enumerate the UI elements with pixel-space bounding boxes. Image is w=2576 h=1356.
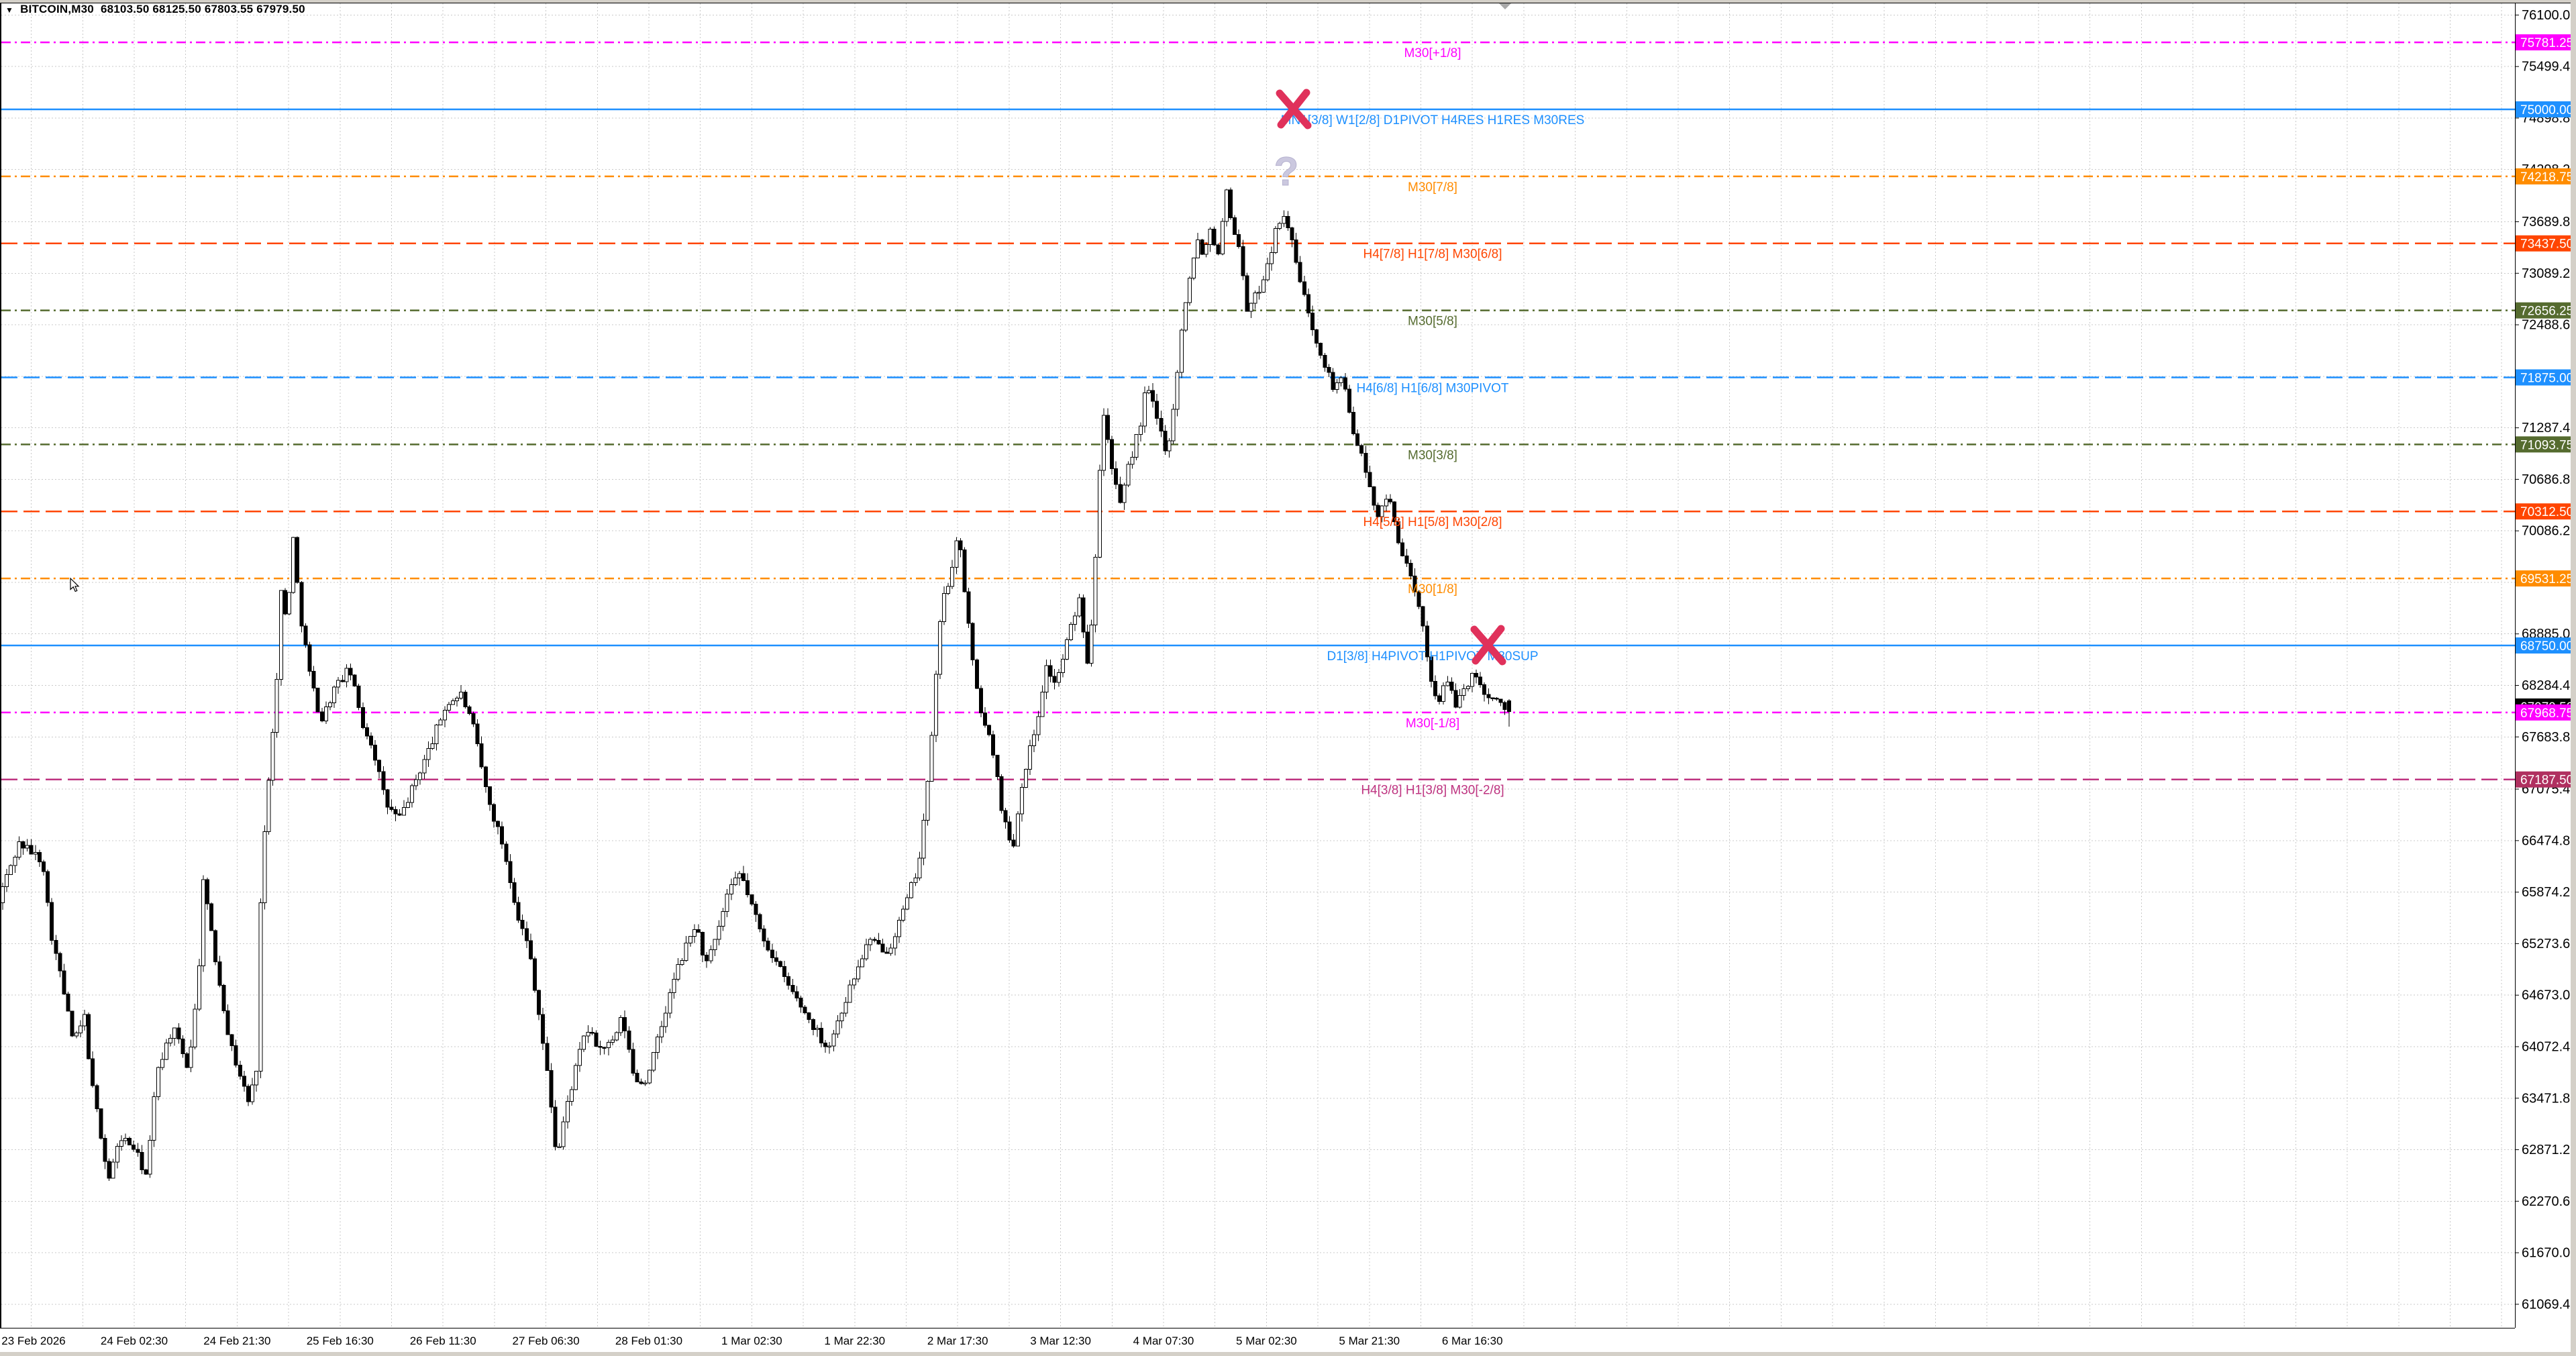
date-tick-label: 6 Mar 16:30 <box>1442 1335 1503 1347</box>
date-tick-label: 26 Feb 11:30 <box>410 1335 476 1347</box>
price-tick-label: 66474.80 <box>2522 833 2576 848</box>
svg-text:68750.00: 68750.00 <box>2520 639 2573 654</box>
price-tick-label: 73089.20 <box>2522 266 2576 281</box>
svg-text:71875.00: 71875.00 <box>2520 371 2573 385</box>
level-line-label: M30[7/8] <box>1408 180 1457 195</box>
date-tick-label: 2 Mar 17:30 <box>927 1335 988 1347</box>
svg-text:74218.75: 74218.75 <box>2520 170 2573 185</box>
level-line-label: MN1[3/8] W1[2/8] D1PIVOT H4RES H1RES M30… <box>1281 113 1585 127</box>
level-axis-label <box>2516 101 2571 117</box>
price-tick-label: 76100.00 <box>2522 8 2576 23</box>
price-tick-label: 64673.00 <box>2522 988 2576 1003</box>
price-tick-label: 65874.20 <box>2522 885 2576 900</box>
price-tick-label: 68284.40 <box>2522 678 2576 693</box>
price-tick-label: 62871.20 <box>2522 1143 2576 1157</box>
svg-text:72656.25: 72656.25 <box>2520 305 2573 319</box>
price-tick-label: 62270.60 <box>2522 1194 2576 1209</box>
svg-text:70312.50: 70312.50 <box>2520 505 2573 519</box>
level-axis-label <box>2516 570 2571 587</box>
price-tick-label: 71287.40 <box>2522 421 2576 435</box>
level-line-label: H4[7/8] H1[7/8] M30[6/8] <box>1363 248 1502 262</box>
annotations[interactable]: ? <box>70 3 1511 666</box>
level-line-label: H4[5/8] H1[5/8] M30[2/8] <box>1363 515 1502 529</box>
ohlc-values: 68103.50 68125.50 67803.55 67979.50 <box>100 3 305 15</box>
date-tick-label: 1 Mar 22:30 <box>824 1335 885 1347</box>
level-line-label: M30[-1/8] <box>1406 717 1459 731</box>
date-tick-label: 28 Feb 01:30 <box>615 1335 682 1347</box>
price-axis: 76100.0075499.4074898.8074298.2073689.80… <box>2515 8 2576 1312</box>
svg-text:71093.75: 71093.75 <box>2520 438 2573 452</box>
level-line-label: H4[3/8] H1[3/8] M30[-2/8] <box>1361 784 1504 798</box>
price-tick-label: 64072.40 <box>2522 1039 2576 1054</box>
level-line-label: H4[6/8] H1[6/8] M30PIVOT <box>1356 381 1508 395</box>
svg-text:67187.50: 67187.50 <box>2520 774 2573 788</box>
date-tick-label: 24 Feb 21:30 <box>203 1335 270 1347</box>
price-tick-label: 65273.60 <box>2522 937 2576 951</box>
price-tick-label: 61069.40 <box>2522 1297 2576 1312</box>
level-axis-label <box>2516 637 2571 654</box>
grid <box>1 3 2515 1328</box>
level-axis-label <box>2516 34 2571 51</box>
date-axis: 23 Feb 2026 24 Feb 02:30 24 Feb 21:30 25 Fe… <box>1 1335 1502 1347</box>
level-axis-label <box>2516 168 2571 185</box>
date-tick-label: 5 Mar 21:30 <box>1339 1335 1400 1347</box>
date-tick-label: 3 Mar 12:30 <box>1030 1335 1091 1347</box>
svg-text:67968.75: 67968.75 <box>2520 707 2573 721</box>
price-tick-label: 75499.40 <box>2522 60 2576 74</box>
question-mark-annotation[interactable]: ? <box>1274 149 1299 195</box>
svg-text:69531.25: 69531.25 <box>2520 572 2573 586</box>
level-labels: M30[+1/8] MN1[3/8] W1[2/8] D1PIVOT H4RES … <box>1281 46 1585 798</box>
price-tick-label: 70086.20 <box>2522 524 2576 539</box>
x-mark-annotation[interactable] <box>1276 89 1312 129</box>
date-tick-label: 4 Mar 07:30 <box>1133 1335 1194 1347</box>
date-tick-label: 25 Feb 16:30 <box>307 1335 374 1347</box>
svg-text:73437.50: 73437.50 <box>2520 238 2573 252</box>
level-axis-label <box>2516 771 2571 788</box>
price-tick-label: 73689.80 <box>2522 215 2576 229</box>
level-axis-label <box>2516 369 2571 386</box>
level-line-label: M30[5/8] <box>1408 315 1457 329</box>
candlestick-series <box>1 187 1511 1182</box>
level-line-label: M30[3/8] <box>1408 448 1457 462</box>
level-axis-label <box>2516 302 2571 319</box>
chevron-down-icon: ▼ <box>5 5 14 15</box>
level-axis-label <box>2516 235 2571 252</box>
price-tick-label: 72488.60 <box>2522 318 2576 333</box>
mouse-cursor-icon <box>70 577 80 592</box>
date-tick-label: 1 Mar 02:30 <box>721 1335 782 1347</box>
level-line-label: M30[1/8] <box>1408 582 1457 596</box>
date-tick-label: 23 Feb 2026 <box>1 1335 65 1347</box>
price-tick-label: 67683.80 <box>2522 730 2576 745</box>
date-tick-label: 5 Mar 02:30 <box>1236 1335 1297 1347</box>
chart-quote-line: ▼ BITCOIN,M30 68103.50 68125.50 67803.55… <box>5 3 305 16</box>
level-axis-label <box>2516 704 2571 721</box>
price-tick-label: 70686.80 <box>2522 472 2576 487</box>
level-line-label: M30[+1/8] <box>1404 46 1461 60</box>
price-tick-label: 63471.80 <box>2522 1091 2576 1106</box>
price-tick-label: 61670.00 <box>2522 1246 2576 1261</box>
chart-shift-marker-icon[interactable] <box>1499 3 1511 9</box>
date-tick-label: 27 Feb 06:30 <box>512 1335 579 1347</box>
level-lines[interactable] <box>1 41 2515 780</box>
level-axis-label <box>2516 503 2571 520</box>
level-axis-label <box>2516 436 2571 453</box>
x-mark-annotation[interactable] <box>1470 625 1506 666</box>
date-tick-label: 24 Feb 02:30 <box>101 1335 168 1347</box>
level-line-label: D1[3/8] H4PIVOT H1PIVOT M30SUP <box>1327 649 1538 664</box>
svg-text:75000.00: 75000.00 <box>2520 103 2573 117</box>
svg-text:75781.25: 75781.25 <box>2520 36 2573 50</box>
symbol-timeframe-label: BITCOIN,M30 <box>20 3 94 15</box>
